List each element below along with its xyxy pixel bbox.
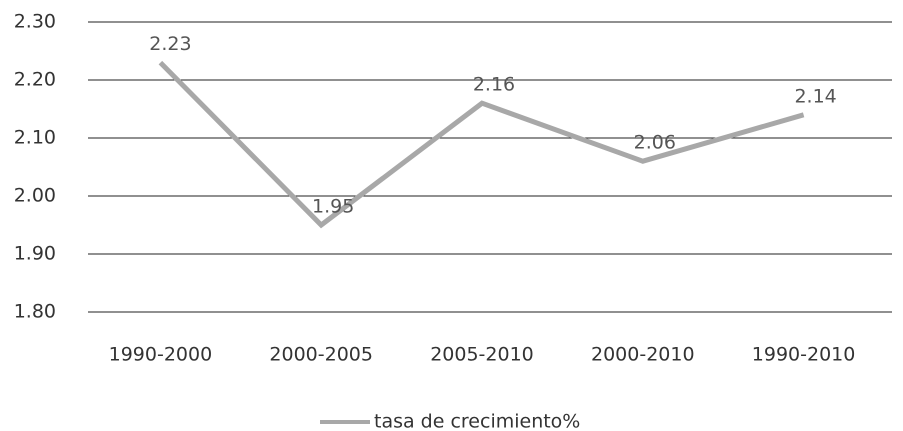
legend-label: tasa de crecimiento% <box>374 411 580 431</box>
x-tick-label: 2000-2005 <box>269 344 373 366</box>
y-tick-label: 2.00 <box>14 185 56 207</box>
data-label: 2.06 <box>634 132 676 154</box>
x-tick-label: 2000-2010 <box>591 344 695 366</box>
y-tick-label: 2.20 <box>14 69 56 91</box>
x-tick-label: 2005-2010 <box>430 344 534 366</box>
x-tick-label: 1990-2000 <box>109 344 213 366</box>
data-line <box>158 60 805 229</box>
y-tick-label: 2.30 <box>14 11 56 33</box>
x-tick-label: 1990-2010 <box>752 344 856 366</box>
y-tick-label: 1.80 <box>14 301 56 323</box>
data-label: 1.95 <box>312 196 354 218</box>
y-tick-label: 2.10 <box>14 127 56 149</box>
data-label: 2.16 <box>473 74 515 96</box>
data-label: 2.14 <box>794 85 836 107</box>
y-tick-label: 1.90 <box>14 243 56 265</box>
data-label: 2.23 <box>149 33 191 55</box>
